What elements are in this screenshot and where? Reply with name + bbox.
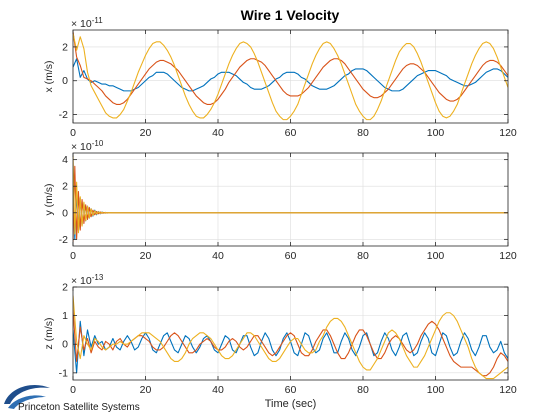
y-tick-label: -2	[59, 234, 68, 246]
x-tick-label: 100	[427, 384, 445, 396]
y-tick-label: 4	[62, 154, 68, 166]
y-tick-label: 0	[62, 207, 68, 219]
series-group	[73, 31, 508, 121]
x-tick-label: 120	[499, 250, 517, 262]
x-tick-label: 60	[285, 384, 297, 396]
x-tick-label: 100	[427, 250, 445, 262]
x-tick-label: 100	[427, 127, 445, 139]
x-axis-label: Time (sec)	[265, 398, 317, 410]
series-line-2	[73, 31, 508, 105]
brand-swoosh-icon	[4, 384, 50, 404]
axis-exponent: × 10-11	[71, 16, 103, 30]
y-tick-label: 0	[62, 75, 68, 87]
y-tick-label: -1	[59, 367, 68, 379]
x-tick-label: 80	[357, 384, 369, 396]
brand-logo: Princeton Satellite Systems	[4, 384, 140, 413]
figure-title: Wire 1 Velocity	[241, 7, 340, 23]
y-axis-label: z (m/s)	[43, 317, 55, 349]
x-tick-label: 80	[357, 127, 369, 139]
y-tick-label: 2	[62, 181, 68, 193]
y-tick-label: 2	[62, 282, 68, 294]
x-tick-label: 0	[70, 384, 76, 396]
x-tick-label: 80	[357, 250, 369, 262]
y-axis-label: x (m/s)	[43, 60, 55, 92]
x-tick-label: 0	[70, 127, 76, 139]
x-tick-label: 60	[285, 250, 297, 262]
y-tick-label: 0	[62, 339, 68, 351]
x-tick-label: 120	[499, 384, 517, 396]
axis-exponent: × 10-13	[71, 273, 104, 287]
y-tick-label: 2	[62, 41, 68, 53]
x-tick-label: 20	[140, 384, 152, 396]
series-line-3	[73, 33, 508, 121]
x-tick-label: 20	[140, 250, 152, 262]
brand-name: Princeton Satellite Systems	[18, 402, 140, 413]
series-group	[73, 155, 508, 243]
y-axis-label: y (m/s)	[43, 183, 55, 215]
x-tick-label: 120	[499, 127, 517, 139]
y-tick-label: -2	[59, 109, 68, 121]
x-tick-label: 0	[70, 250, 76, 262]
x-tick-label: 40	[212, 127, 224, 139]
axis-exponent: × 10-10	[71, 139, 104, 153]
y-tick-label: 1	[62, 310, 68, 322]
panel-1: 0 20 40 60 80 100 120-202× 10-11x (m/s)	[43, 16, 517, 139]
x-tick-label: 40	[212, 250, 224, 262]
series-line-3	[73, 295, 508, 380]
x-tick-label: 60	[285, 127, 297, 139]
series-line-1	[73, 58, 508, 92]
series-line-3	[73, 155, 508, 235]
series-line-2	[73, 309, 508, 377]
x-tick-label: 40	[212, 384, 224, 396]
x-tick-label: 20	[140, 127, 152, 139]
series-group	[73, 295, 508, 380]
